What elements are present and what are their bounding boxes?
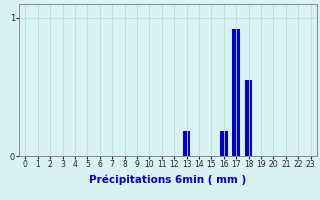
X-axis label: Précipitations 6min ( mm ): Précipitations 6min ( mm ) — [89, 175, 247, 185]
Bar — [183, 131, 190, 156]
Bar — [245, 80, 252, 156]
Bar — [220, 131, 228, 156]
Bar — [232, 29, 240, 156]
